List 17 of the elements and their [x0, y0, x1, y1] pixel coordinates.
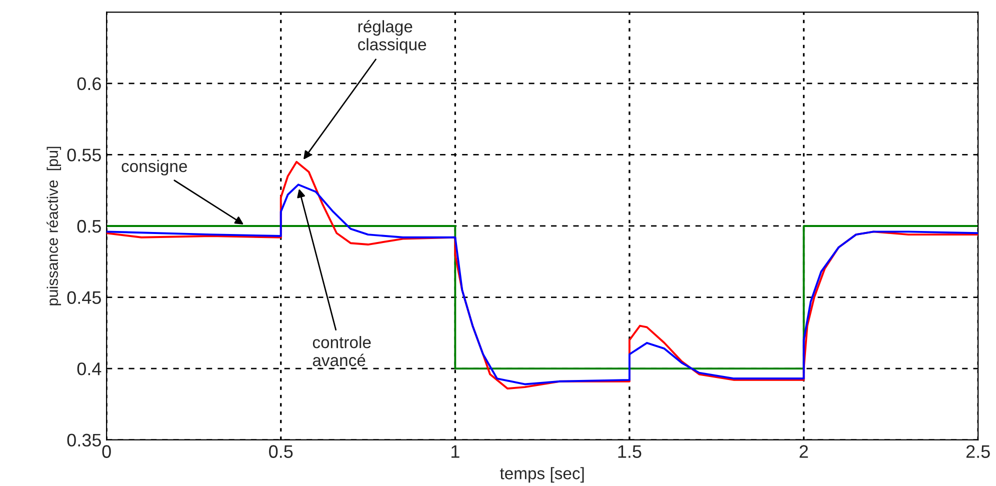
annotation: controle avancé: [312, 336, 371, 366]
x-tick-label: 2.5: [966, 445, 990, 458]
y-tick-label: 0.4: [77, 362, 102, 376]
y-tick-label: 0.5: [77, 220, 101, 233]
y-tick-label: 0.35: [67, 434, 101, 447]
annotation: consigne: [122, 160, 187, 176]
x-axis-title: temps [sec]: [500, 467, 584, 483]
x-tick-label: 1: [452, 445, 460, 458]
x-tick-label: 1.5: [618, 445, 642, 458]
y-tick-label: 0.45: [67, 291, 101, 304]
annotation: réglage classique: [358, 20, 426, 54]
x-tick-label: 0: [102, 445, 111, 458]
x-tick-label: 0.5: [269, 445, 293, 458]
x-tick-label: 2: [800, 445, 808, 458]
y-tick-label: 0.55: [67, 148, 101, 162]
y-axis-title: puissance réactive [pu]: [46, 146, 62, 306]
y-tick-label: 0.6: [77, 77, 101, 90]
